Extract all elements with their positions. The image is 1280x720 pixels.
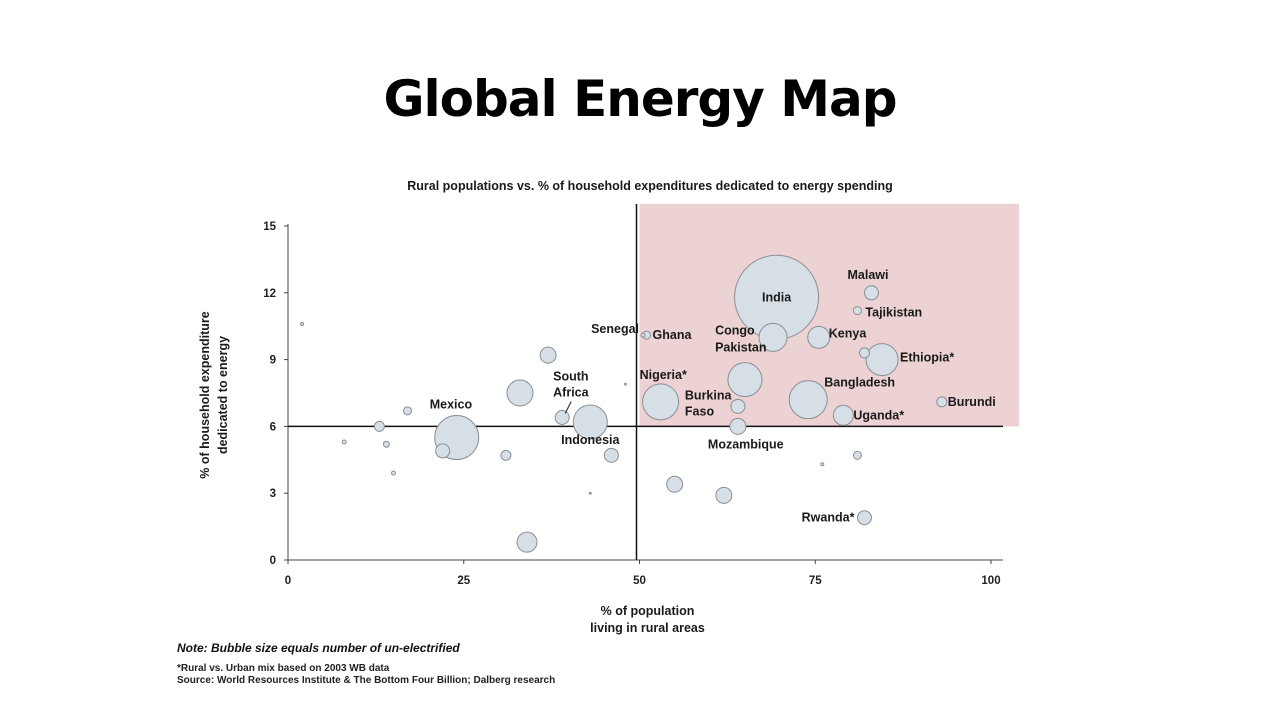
bubble-label: Malawi — [847, 268, 888, 282]
bubble — [603, 447, 619, 463]
bubble — [858, 347, 870, 359]
footnote-rural-mix: *Rural vs. Urban mix based on 2003 WB da… — [177, 663, 390, 674]
bubble — [727, 362, 763, 398]
bubble — [856, 510, 872, 526]
slide-title: Global Energy Map — [383, 70, 897, 128]
bubble — [863, 285, 879, 301]
bubble — [539, 346, 557, 364]
bubble-label-line: South — [553, 369, 588, 383]
bubble — [588, 491, 592, 495]
bubble — [729, 417, 747, 435]
bubble — [715, 486, 733, 504]
bubble — [516, 531, 538, 553]
bubble-label: Congo — [715, 323, 755, 337]
y-axis-title-line: % of household expenditure — [198, 311, 212, 478]
bubble-label: Bangladesh — [824, 376, 895, 390]
bubble — [852, 306, 862, 316]
bubble — [382, 440, 390, 448]
footnote-source: Source: World Resources Institute & The … — [177, 675, 556, 686]
y-tick-label: 3 — [270, 488, 276, 500]
bubble — [820, 462, 825, 467]
bubble — [572, 404, 608, 440]
bubble — [865, 343, 899, 377]
x-tick-label: 100 — [981, 575, 1000, 587]
axis-titles-layer: % of population living in rural areas% of… — [198, 311, 705, 635]
bubble-label: Uganda* — [853, 408, 904, 422]
bubble — [852, 450, 862, 460]
y-tick-label: 15 — [263, 221, 276, 233]
bubble — [642, 383, 680, 421]
axes-layer: 0 3 6 9 12 15 0 25 50 75 100 — [263, 204, 1003, 587]
x-tick-label: 50 — [633, 575, 646, 587]
bubbles-layer — [300, 254, 948, 553]
x-axis-title: % of population living in rural areas — [590, 604, 705, 635]
bubble-label: Nigeria* — [640, 368, 687, 382]
bubble — [936, 396, 948, 408]
bubble-label: Ethiopia* — [900, 351, 954, 365]
bubble-label-line: Africa — [553, 385, 589, 399]
bubble — [300, 321, 305, 326]
bubble-label-line: Burkina — [685, 388, 733, 402]
y-axis-title-line: dedicated to energy — [216, 336, 230, 454]
bubble — [554, 409, 570, 425]
y-tick-label: 9 — [270, 355, 276, 367]
bubble — [730, 398, 746, 414]
bubble — [758, 322, 788, 352]
bubble — [623, 382, 627, 386]
bubble-size-note: Note: Bubble size equals number of un-el… — [177, 641, 460, 655]
bubble — [640, 332, 646, 338]
y-tick-label: 12 — [263, 288, 276, 300]
highlight-region — [639, 203, 1020, 427]
bubble — [341, 439, 347, 445]
bubble-label: Tajikistan — [865, 306, 922, 320]
south-africa-leader-line — [564, 401, 572, 414]
bubble — [506, 379, 534, 407]
bubble-label: Indonesia — [561, 433, 620, 447]
bubble-label: Ghana — [653, 328, 693, 342]
bubble — [500, 449, 512, 461]
x-tick-label: 75 — [809, 575, 822, 587]
bubble-label: South Africa — [553, 369, 589, 399]
bubble — [390, 470, 396, 476]
y-axis-title: % of household expenditure dedicated to e… — [198, 311, 230, 478]
y-tick-label: 6 — [270, 421, 276, 433]
bubble — [373, 420, 385, 432]
bubble-labels-layer: India Malawi Tajikistan Kenya Congo Pakistan E… — [430, 268, 996, 525]
x-axis-title-line: living in rural areas — [590, 621, 705, 635]
bubble-label-line: Faso — [685, 404, 715, 418]
bubble-label: Senegal — [591, 322, 639, 336]
bubble — [666, 475, 684, 493]
y-tick-label: 0 — [270, 555, 276, 567]
chart-title: Rural populations vs. % of household exp… — [407, 179, 893, 193]
x-tick-label: 25 — [457, 575, 470, 587]
bubble — [788, 380, 828, 420]
bubble — [832, 404, 854, 426]
bubble — [435, 443, 451, 459]
bubble-label: Mozambique — [708, 437, 784, 451]
bubble-label: India — [762, 290, 792, 304]
bubble-label: Burundi — [948, 395, 996, 409]
bubble-label: Rwanda* — [802, 511, 855, 525]
bubble-label: Burkina Faso — [685, 388, 733, 418]
bubble-label: Kenya — [829, 326, 868, 340]
bubble-label: Mexico — [430, 398, 473, 412]
bubble-label: Pakistan — [715, 340, 766, 354]
bubble — [403, 406, 413, 416]
x-tick-label: 0 — [285, 575, 291, 587]
highlight-region-layer — [639, 203, 1020, 427]
x-axis-title-line: % of population — [601, 604, 695, 618]
bubble — [807, 325, 831, 349]
